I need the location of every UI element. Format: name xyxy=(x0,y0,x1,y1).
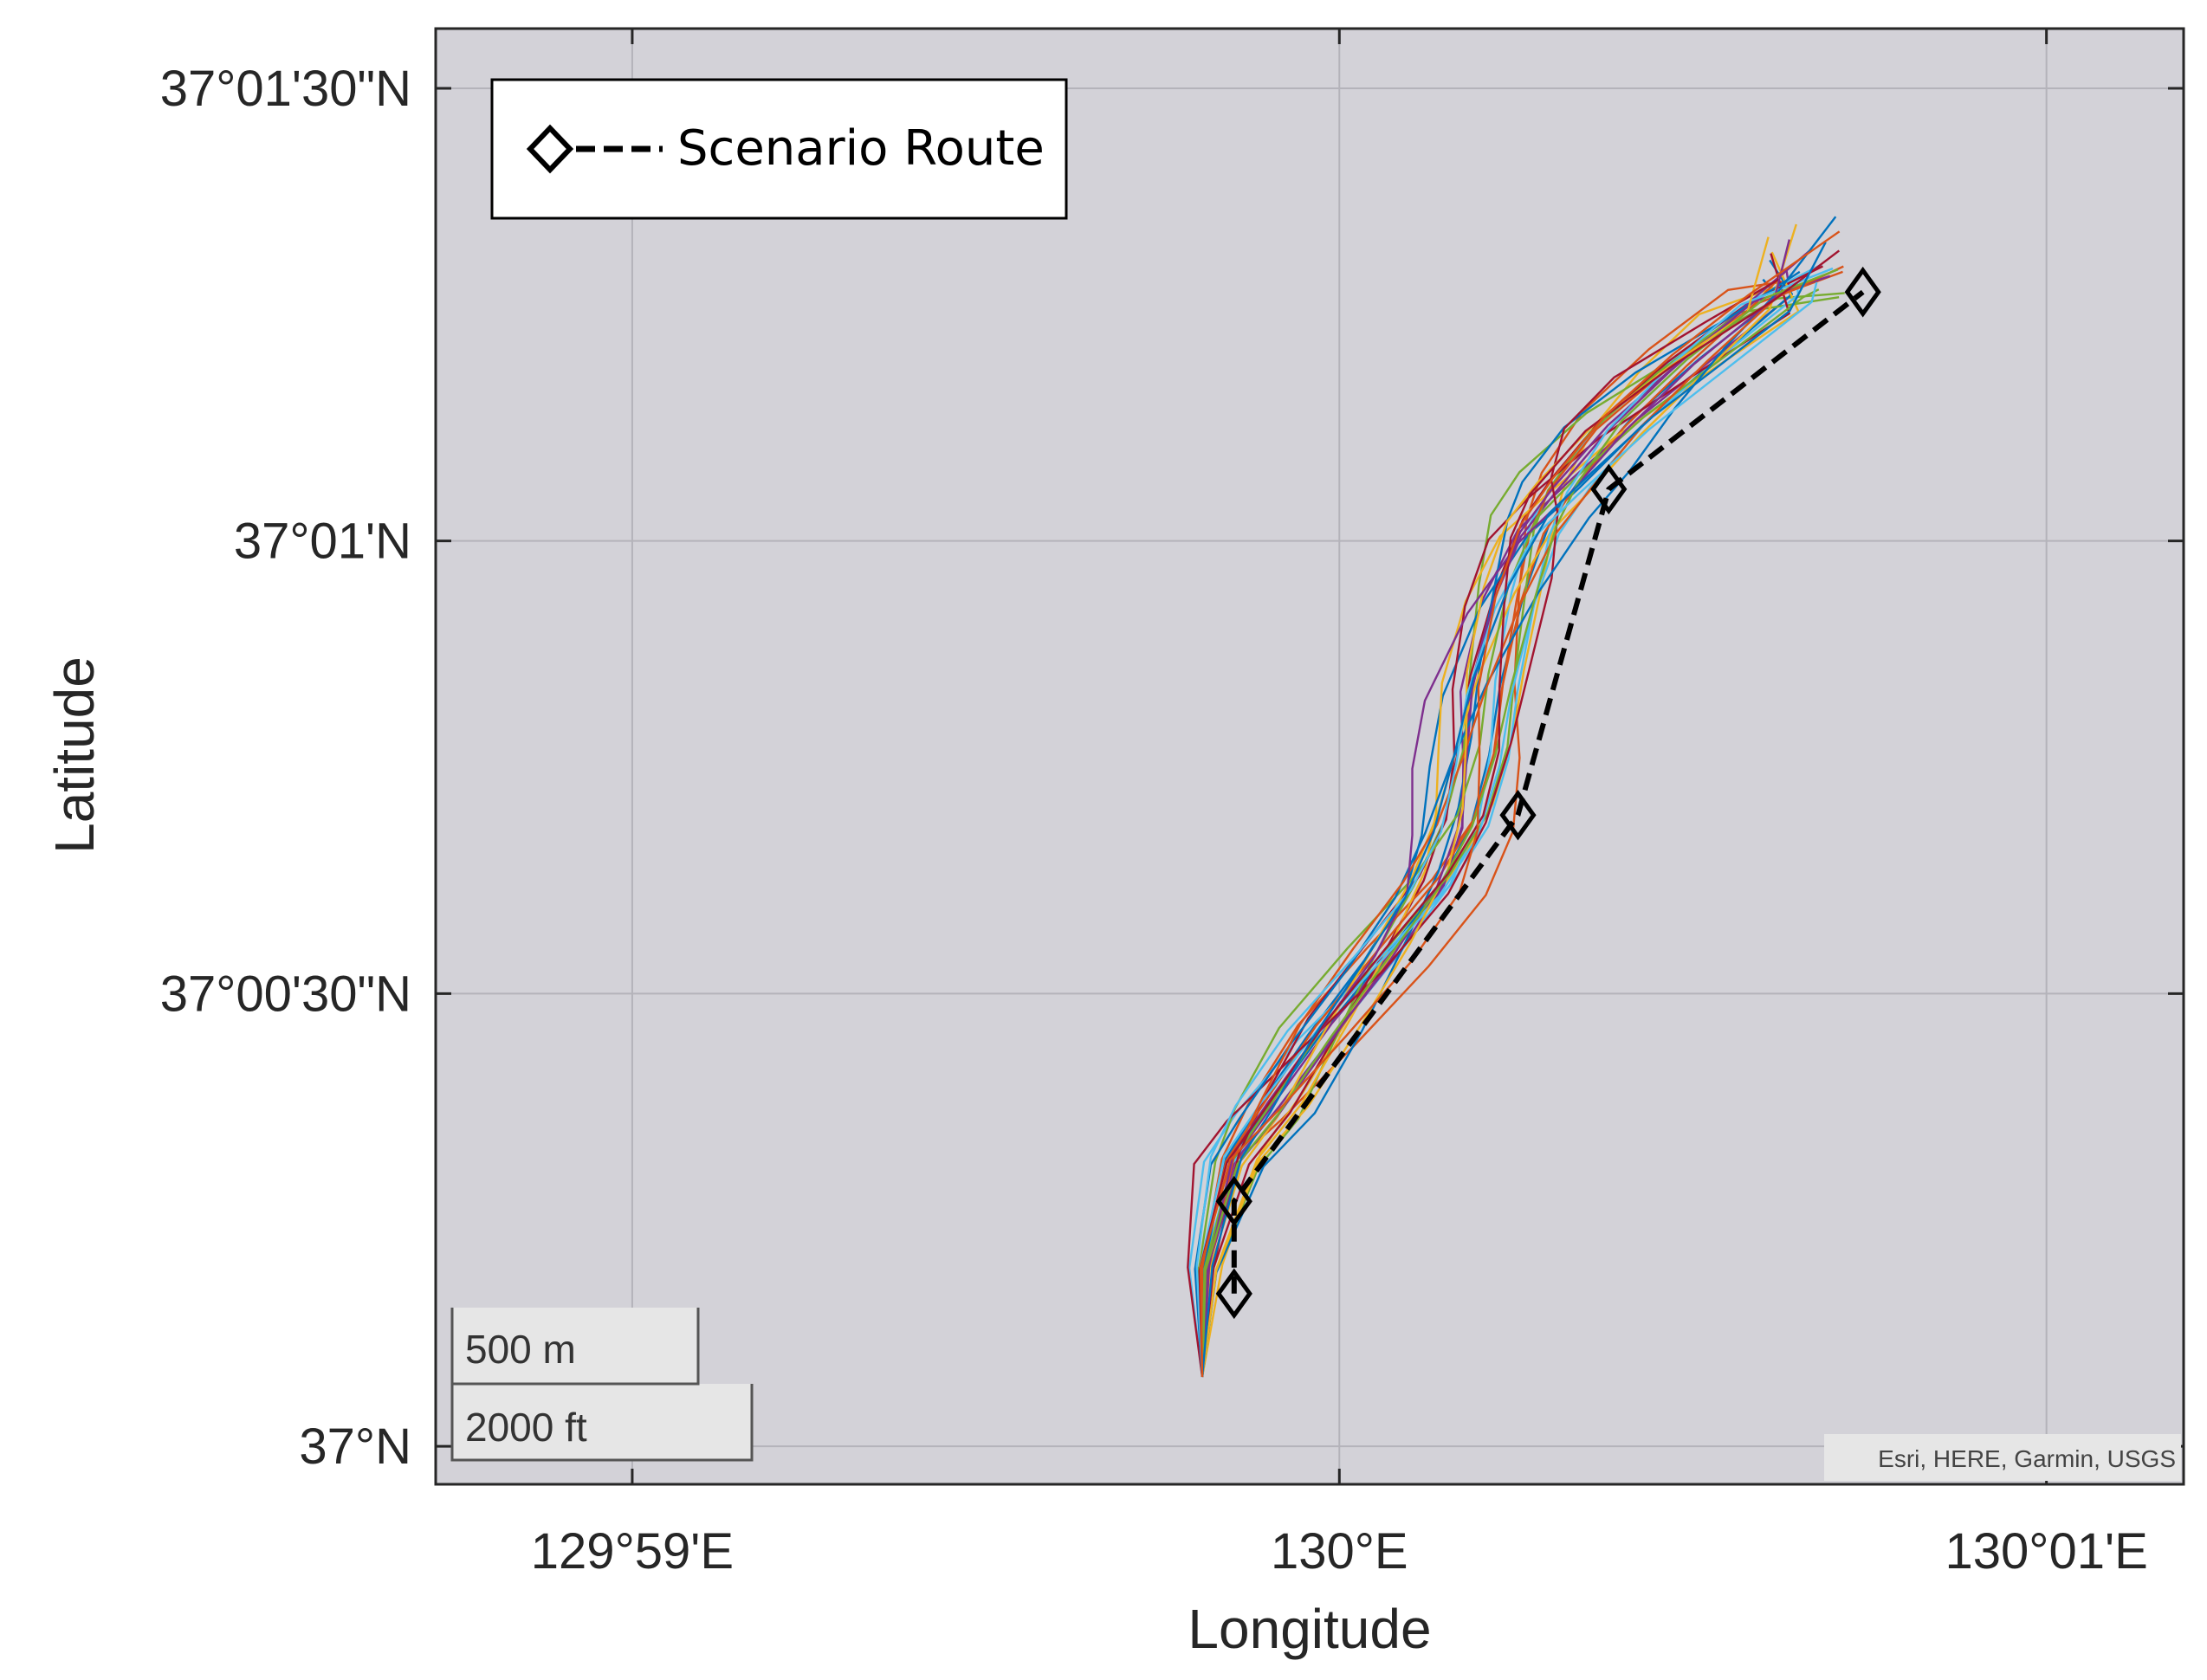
scale-bar-imperial-line xyxy=(450,1384,754,1462)
y-axis-title: Latitude xyxy=(43,656,106,854)
trajectory-line xyxy=(1198,249,1841,1378)
y-tick-label: 37°N xyxy=(299,1418,411,1475)
trajectory-line xyxy=(1201,265,1844,1378)
axis-ticks: 129°59'E 130°E 130°01'E 37°N 37°00'30"N 37°01… xyxy=(160,29,2184,1580)
trajectory-line xyxy=(1199,230,1841,1378)
trajectory-line xyxy=(1201,268,1792,1378)
waypoint-marker-icon xyxy=(1215,1268,1252,1320)
attribution-text: Esri, HERE, Garmin, USGS xyxy=(1878,1445,2176,1472)
legend: Scenario Route xyxy=(490,78,1068,220)
trajectory-line xyxy=(1195,281,1818,1378)
x-tick-label: 130°01'E xyxy=(1945,1523,2148,1580)
trajectory-lines xyxy=(1187,216,1845,1378)
axes-frame xyxy=(434,27,2185,1486)
waypoint-marker-icon xyxy=(1215,1175,1252,1227)
scenario-route-line xyxy=(1231,289,1865,1294)
trajectory-line xyxy=(1201,296,1840,1378)
attribution: Esri, HERE, Garmin, USGS xyxy=(1824,1434,2181,1481)
scale-bar-imperial-label: 2000 ft xyxy=(465,1405,587,1450)
scale-bar-metric-label: 500 m xyxy=(465,1327,576,1372)
trajectory-line xyxy=(1187,278,1780,1378)
trajectory-line xyxy=(1201,268,1839,1378)
trajectory-line xyxy=(1201,270,1801,1378)
legend-label: Scenario Route xyxy=(677,120,1045,177)
attribution-box xyxy=(1824,1434,2181,1481)
scale-bar: 500 m 2000 ft xyxy=(450,1308,754,1462)
trajectory-line xyxy=(1199,267,1834,1378)
map-background xyxy=(436,29,2184,1484)
scale-bar-metric-line xyxy=(450,1308,700,1386)
trajectory-line xyxy=(1188,281,1800,1378)
legend-marker-icon xyxy=(526,124,574,174)
scenario-route-layer xyxy=(1215,266,1881,1320)
waypoint-marker-icon xyxy=(1844,266,1881,318)
scale-bar-metric-box xyxy=(452,1308,698,1384)
waypoint-marker-icon xyxy=(1590,463,1628,515)
y-tick-label: 37°01'N xyxy=(234,514,411,570)
trajectory-line xyxy=(1201,292,1845,1378)
x-tick-label: 129°59'E xyxy=(531,1523,734,1580)
y-tick-label: 37°01'30"N xyxy=(160,61,411,117)
y-tick-label: 37°00'30"N xyxy=(160,966,411,1022)
waypoint-marker-icon xyxy=(1499,789,1537,841)
x-tick-label: 130°E xyxy=(1271,1523,1408,1580)
scale-bar-imperial-box xyxy=(452,1384,752,1460)
x-axis-title: Longitude xyxy=(1188,1598,1431,1660)
